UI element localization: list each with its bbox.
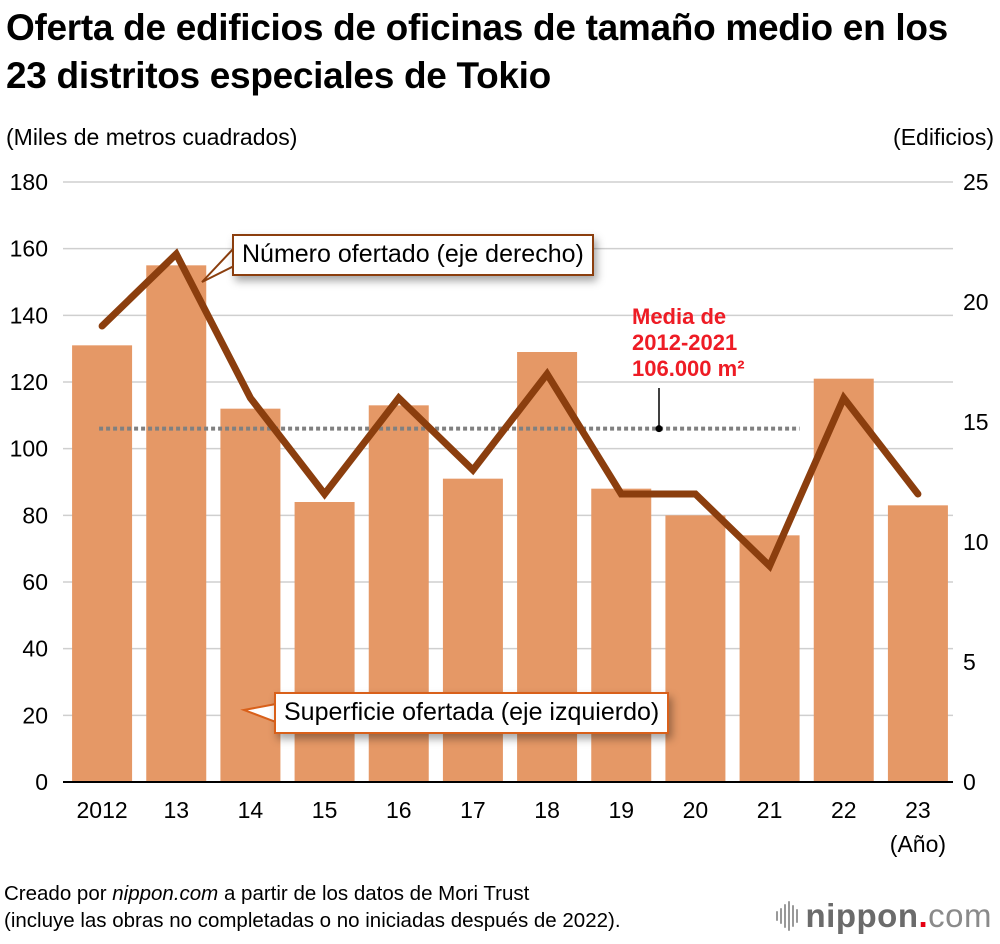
- x-axis-tick-label: 14: [238, 797, 264, 823]
- average-annotation-line-2: 2012-2021: [632, 330, 738, 355]
- bar-series-callout-text: Superficie ofertada (eje izquierdo): [284, 698, 660, 726]
- left-axis-tick-label: 180: [10, 169, 48, 195]
- left-axis-tick-label: 20: [22, 702, 48, 728]
- average-annotation: Media de 2012-2021 106.000 m²: [632, 304, 745, 382]
- right-axis-unit-label: (Edificios): [893, 124, 994, 150]
- x-axis-unit-label: (Año): [890, 831, 946, 857]
- right-axis-tick-label: 10: [963, 529, 989, 555]
- right-axis-tick-label: 25: [963, 169, 989, 195]
- left-axis-tick-label: 40: [22, 636, 48, 662]
- line-callout-pointer: [201, 245, 235, 283]
- left-axis-tick-label: 140: [10, 302, 48, 328]
- right-axis-tick-label: 5: [963, 649, 976, 675]
- line-series-callout: Número ofertado (eje derecho): [232, 234, 594, 276]
- axes: 0 20 40 60 80 100 120 140 160 180 0 5 10 15 20 25 2012 13…: [10, 169, 989, 857]
- x-axis-tick-label: 21: [757, 797, 783, 823]
- left-axis-tick-label: 80: [22, 502, 48, 528]
- bar: [442, 478, 503, 782]
- left-axis-tick-label: 100: [10, 436, 48, 462]
- bar: [591, 488, 652, 782]
- sound-wave-icon: [775, 901, 798, 931]
- left-axis-tick-label: 160: [10, 236, 48, 262]
- bar: [220, 408, 281, 782]
- x-axis-tick-label: 20: [683, 797, 709, 823]
- x-axis-tick-label: 16: [386, 797, 412, 823]
- logo-wordmark: nippon.com: [805, 897, 992, 934]
- left-axis-tick-label: 120: [10, 369, 48, 395]
- x-axis-tick-label: 23: [905, 797, 931, 823]
- left-axis-unit-label: (Miles de metros cuadrados): [6, 124, 298, 150]
- right-axis-tick-label: 0: [963, 769, 976, 795]
- chart-title: Oferta de edificios de oficinas de tamañ…: [6, 7, 948, 96]
- bar: [294, 502, 355, 782]
- average-leader-dot: [655, 425, 663, 433]
- source-brand: nippon.com: [112, 882, 219, 905]
- left-axis-tick-label: 60: [22, 569, 48, 595]
- chart-canvas: 0 20 40 60 80 100 120 140 160 180 0 5 10 15 20 25 2012 13…: [10, 169, 989, 857]
- x-axis-tick-label: 13: [163, 797, 189, 823]
- right-axis-tick-label: 15: [963, 409, 989, 435]
- bar-series-callout: Superficie ofertada (eje izquierdo): [274, 692, 670, 734]
- x-axis-tick-label: 18: [534, 797, 560, 823]
- bar: [887, 505, 948, 782]
- bar: [72, 345, 133, 782]
- bar: [146, 265, 207, 782]
- bar: [739, 535, 800, 782]
- x-axis-tick-label: 19: [608, 797, 634, 823]
- left-axis-tick-label: 0: [35, 769, 48, 795]
- x-axis-tick-label: 22: [831, 797, 857, 823]
- x-axis-tick-label: 17: [460, 797, 486, 823]
- line-series-callout-text: Número ofertado (eje derecho): [242, 240, 584, 268]
- source-suffix: a partir de los datos de Mori Trust: [218, 882, 530, 905]
- right-axis-tick-label: 20: [963, 289, 989, 315]
- average-annotation-line-3: 106.000 m²: [632, 356, 745, 381]
- average-reference-line: [99, 388, 800, 433]
- source-prefix: Creado por: [4, 882, 113, 905]
- nippon-logo: nippon.com: [775, 897, 992, 934]
- line-path: [98, 248, 922, 573]
- line-series: [98, 245, 922, 724]
- bar: [665, 515, 726, 782]
- x-axis-tick-label: 2012: [76, 797, 127, 823]
- average-annotation-line-1: Media de: [632, 304, 727, 329]
- x-axis-tick-label: 15: [312, 797, 338, 823]
- source-note: Creado por nippon.com a partir de los da…: [4, 880, 621, 934]
- source-line-2: (incluye las obras no completadas o no i…: [4, 909, 621, 932]
- source-line-1: Creado por nippon.com a partir de los da…: [4, 880, 621, 907]
